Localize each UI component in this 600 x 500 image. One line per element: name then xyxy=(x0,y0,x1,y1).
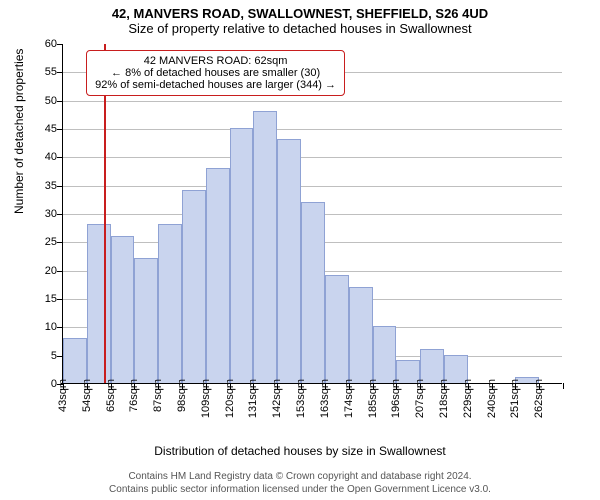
chart-container: 42, MANVERS ROAD, SWALLOWNEST, SHEFFIELD… xyxy=(0,0,600,500)
histogram-bar xyxy=(301,202,325,383)
gridline xyxy=(63,129,562,130)
y-tick-label: 45 xyxy=(29,123,57,135)
x-tick-label: 185sqm xyxy=(367,379,379,418)
x-tick-label: 153sqm xyxy=(295,379,307,418)
y-tick xyxy=(57,72,63,73)
x-tick-label: 54sqm xyxy=(81,379,93,412)
histogram-bar xyxy=(158,224,182,383)
y-tick xyxy=(57,186,63,187)
y-tick-label: 5 xyxy=(29,350,57,362)
histogram-bar xyxy=(230,128,254,383)
y-tick-label: 20 xyxy=(29,265,57,277)
y-tick xyxy=(57,299,63,300)
footer: Contains HM Land Registry data © Crown c… xyxy=(0,470,600,496)
y-tick-label: 10 xyxy=(29,321,57,333)
y-tick xyxy=(57,44,63,45)
x-tick-label: 262sqm xyxy=(533,379,545,418)
x-tick-label: 98sqm xyxy=(176,379,188,412)
x-tick-label: 218sqm xyxy=(438,379,450,418)
histogram-bar xyxy=(325,275,349,383)
y-axis-title: Number of detached properties xyxy=(12,49,26,214)
x-tick-label: 142sqm xyxy=(271,379,283,418)
gridline xyxy=(63,157,562,158)
histogram-bar xyxy=(111,236,135,383)
y-tick xyxy=(57,327,63,328)
y-tick xyxy=(57,214,63,215)
footer-line2: Contains public sector information licen… xyxy=(0,483,600,496)
histogram-bar xyxy=(63,338,87,383)
histogram-bar xyxy=(349,287,373,383)
x-tick-label: 207sqm xyxy=(414,379,426,418)
y-tick xyxy=(57,129,63,130)
annotation-box: 42 MANVERS ROAD: 62sqm ← 8% of detached … xyxy=(86,50,345,96)
x-tick-label: 109sqm xyxy=(200,379,212,418)
y-tick-label: 60 xyxy=(29,38,57,50)
title-block: 42, MANVERS ROAD, SWALLOWNEST, SHEFFIELD… xyxy=(0,0,600,36)
y-tick-label: 30 xyxy=(29,208,57,220)
gridline xyxy=(63,186,562,187)
histogram-bar xyxy=(253,111,277,383)
annotation-line3: 92% of semi-detached houses are larger (… xyxy=(95,79,336,91)
x-tick-label: 174sqm xyxy=(343,379,355,418)
histogram-bar xyxy=(420,349,444,383)
histogram-bar xyxy=(373,326,397,383)
y-tick xyxy=(57,242,63,243)
y-tick-label: 50 xyxy=(29,95,57,107)
y-tick-label: 25 xyxy=(29,236,57,248)
y-tick xyxy=(57,271,63,272)
y-tick-label: 35 xyxy=(29,180,57,192)
x-axis-title: Distribution of detached houses by size … xyxy=(0,444,600,458)
x-tick-label: 163sqm xyxy=(319,379,331,418)
histogram-bar xyxy=(134,258,158,383)
x-tick-label: 240sqm xyxy=(486,379,498,418)
histogram-bar xyxy=(277,139,301,383)
x-tick-label: 131sqm xyxy=(247,379,259,418)
y-tick xyxy=(57,101,63,102)
histogram-bar xyxy=(206,168,230,383)
annotation-line1: 42 MANVERS ROAD: 62sqm xyxy=(95,55,336,67)
histogram-bar xyxy=(87,224,111,383)
histogram-bar xyxy=(182,190,206,383)
footer-line1: Contains HM Land Registry data © Crown c… xyxy=(0,470,600,483)
y-tick-label: 40 xyxy=(29,151,57,163)
y-tick xyxy=(57,157,63,158)
y-tick-label: 15 xyxy=(29,293,57,305)
x-tick-label: 229sqm xyxy=(462,379,474,418)
x-tick-label: 43sqm xyxy=(57,379,69,412)
y-tick-label: 0 xyxy=(29,378,57,390)
x-tick-label: 196sqm xyxy=(390,379,402,418)
x-tick-label: 120sqm xyxy=(224,379,236,418)
chart-subtitle: Size of property relative to detached ho… xyxy=(0,21,600,36)
x-tick xyxy=(563,383,564,389)
x-tick-label: 76sqm xyxy=(128,379,140,412)
chart-address-title: 42, MANVERS ROAD, SWALLOWNEST, SHEFFIELD… xyxy=(0,6,600,21)
x-tick-label: 87sqm xyxy=(152,379,164,412)
x-tick-label: 251sqm xyxy=(509,379,521,418)
gridline xyxy=(63,101,562,102)
x-tick-label: 65sqm xyxy=(105,379,117,412)
y-tick-label: 55 xyxy=(29,66,57,78)
annotation-line2: ← 8% of detached houses are smaller (30) xyxy=(95,67,336,79)
plot-area: 05101520253035404550556043sqm54sqm65sqm7… xyxy=(62,44,562,384)
